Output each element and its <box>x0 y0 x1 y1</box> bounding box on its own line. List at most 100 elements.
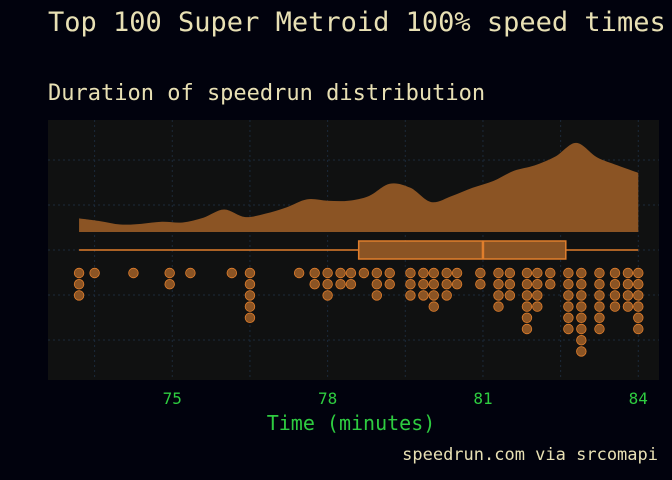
dot-point <box>451 279 463 290</box>
dot-point <box>405 290 416 301</box>
dot-point <box>73 279 85 290</box>
dotplot <box>73 267 644 357</box>
dot-point <box>609 290 621 301</box>
dot-point <box>609 267 621 279</box>
x-tick-label: 75 <box>163 389 182 408</box>
dot-point <box>244 301 256 312</box>
dot-point <box>384 267 395 279</box>
dot-point <box>622 267 634 279</box>
dot-point <box>504 290 516 301</box>
dot-point <box>371 279 383 290</box>
dot-point <box>335 279 346 290</box>
dot-point <box>335 267 346 279</box>
dot-point <box>405 267 416 279</box>
dot-point <box>563 301 574 312</box>
dot-point <box>532 267 543 279</box>
dot-point <box>475 279 486 290</box>
dot-point <box>164 279 175 290</box>
dot-point <box>576 346 587 357</box>
dot-point <box>633 279 644 290</box>
dot-point <box>73 267 85 279</box>
chart-subtitle: Duration of speedrun distribution <box>48 81 486 106</box>
dot-point <box>384 279 395 290</box>
dot-point <box>418 279 429 290</box>
dot-point <box>633 290 644 301</box>
dot-point <box>521 312 533 324</box>
dot-point <box>609 301 621 312</box>
dot-point <box>576 279 587 290</box>
dot-point <box>428 267 439 279</box>
dot-point <box>622 301 634 312</box>
dot-point <box>576 290 587 301</box>
dot-point <box>576 312 587 324</box>
dot-point <box>594 312 605 324</box>
dot-point <box>563 267 574 279</box>
dot-point <box>594 267 605 279</box>
dot-point <box>418 267 429 279</box>
dot-point <box>73 290 85 301</box>
dot-point <box>164 267 175 279</box>
dot-point <box>576 267 587 279</box>
dot-point <box>185 267 196 279</box>
dot-point <box>358 267 370 279</box>
dot-point <box>244 290 256 301</box>
x-axis-ticks: 75 78 81 84 <box>163 389 648 408</box>
dot-point <box>609 279 621 290</box>
dot-point <box>521 279 533 290</box>
dot-point <box>594 290 605 301</box>
dot-point <box>475 267 486 279</box>
dot-point <box>441 279 452 290</box>
dot-point <box>633 312 644 324</box>
dot-point <box>493 301 504 312</box>
dot-point <box>532 301 543 312</box>
dot-point <box>309 267 320 279</box>
dot-point <box>418 290 429 301</box>
dot-point <box>89 267 100 279</box>
dot-point <box>322 267 333 279</box>
x-tick-label: 84 <box>629 389 648 408</box>
dot-point <box>532 279 543 290</box>
dot-point <box>345 279 357 290</box>
dot-point <box>493 290 504 301</box>
caption: speedrun.com via srcomapi <box>402 445 658 465</box>
dot-point <box>563 279 574 290</box>
dot-point <box>594 301 605 312</box>
dot-point <box>576 301 587 312</box>
dot-point <box>128 267 139 279</box>
dot-point <box>322 279 333 290</box>
dot-point <box>622 290 634 301</box>
dot-point <box>371 267 383 279</box>
dot-point <box>521 267 533 279</box>
dot-point <box>521 290 533 301</box>
dot-point <box>441 290 452 301</box>
boxplot <box>79 240 639 260</box>
dot-point <box>428 279 439 290</box>
dot-point <box>322 290 333 301</box>
dot-point <box>428 290 439 301</box>
dot-point <box>504 267 516 279</box>
dot-point <box>428 301 439 312</box>
dot-point <box>594 279 605 290</box>
dot-point <box>633 267 644 279</box>
dot-point <box>622 279 634 290</box>
dot-point <box>451 267 463 279</box>
dot-point <box>441 267 452 279</box>
dot-point <box>563 290 574 301</box>
x-tick-label: 78 <box>318 389 337 408</box>
dot-point <box>563 312 574 324</box>
dot-point <box>563 323 574 335</box>
dot-point <box>244 279 256 290</box>
dot-point <box>633 301 644 312</box>
dot-point <box>545 267 556 279</box>
dot-point <box>226 267 238 279</box>
dot-point <box>594 323 605 335</box>
dot-point <box>532 290 543 301</box>
dot-point <box>345 267 357 279</box>
box-iqr <box>357 240 567 260</box>
dot-point <box>521 323 533 335</box>
dot-point <box>633 323 644 335</box>
dot-point <box>371 290 383 301</box>
dot-point <box>576 323 587 335</box>
dot-point <box>293 267 305 279</box>
